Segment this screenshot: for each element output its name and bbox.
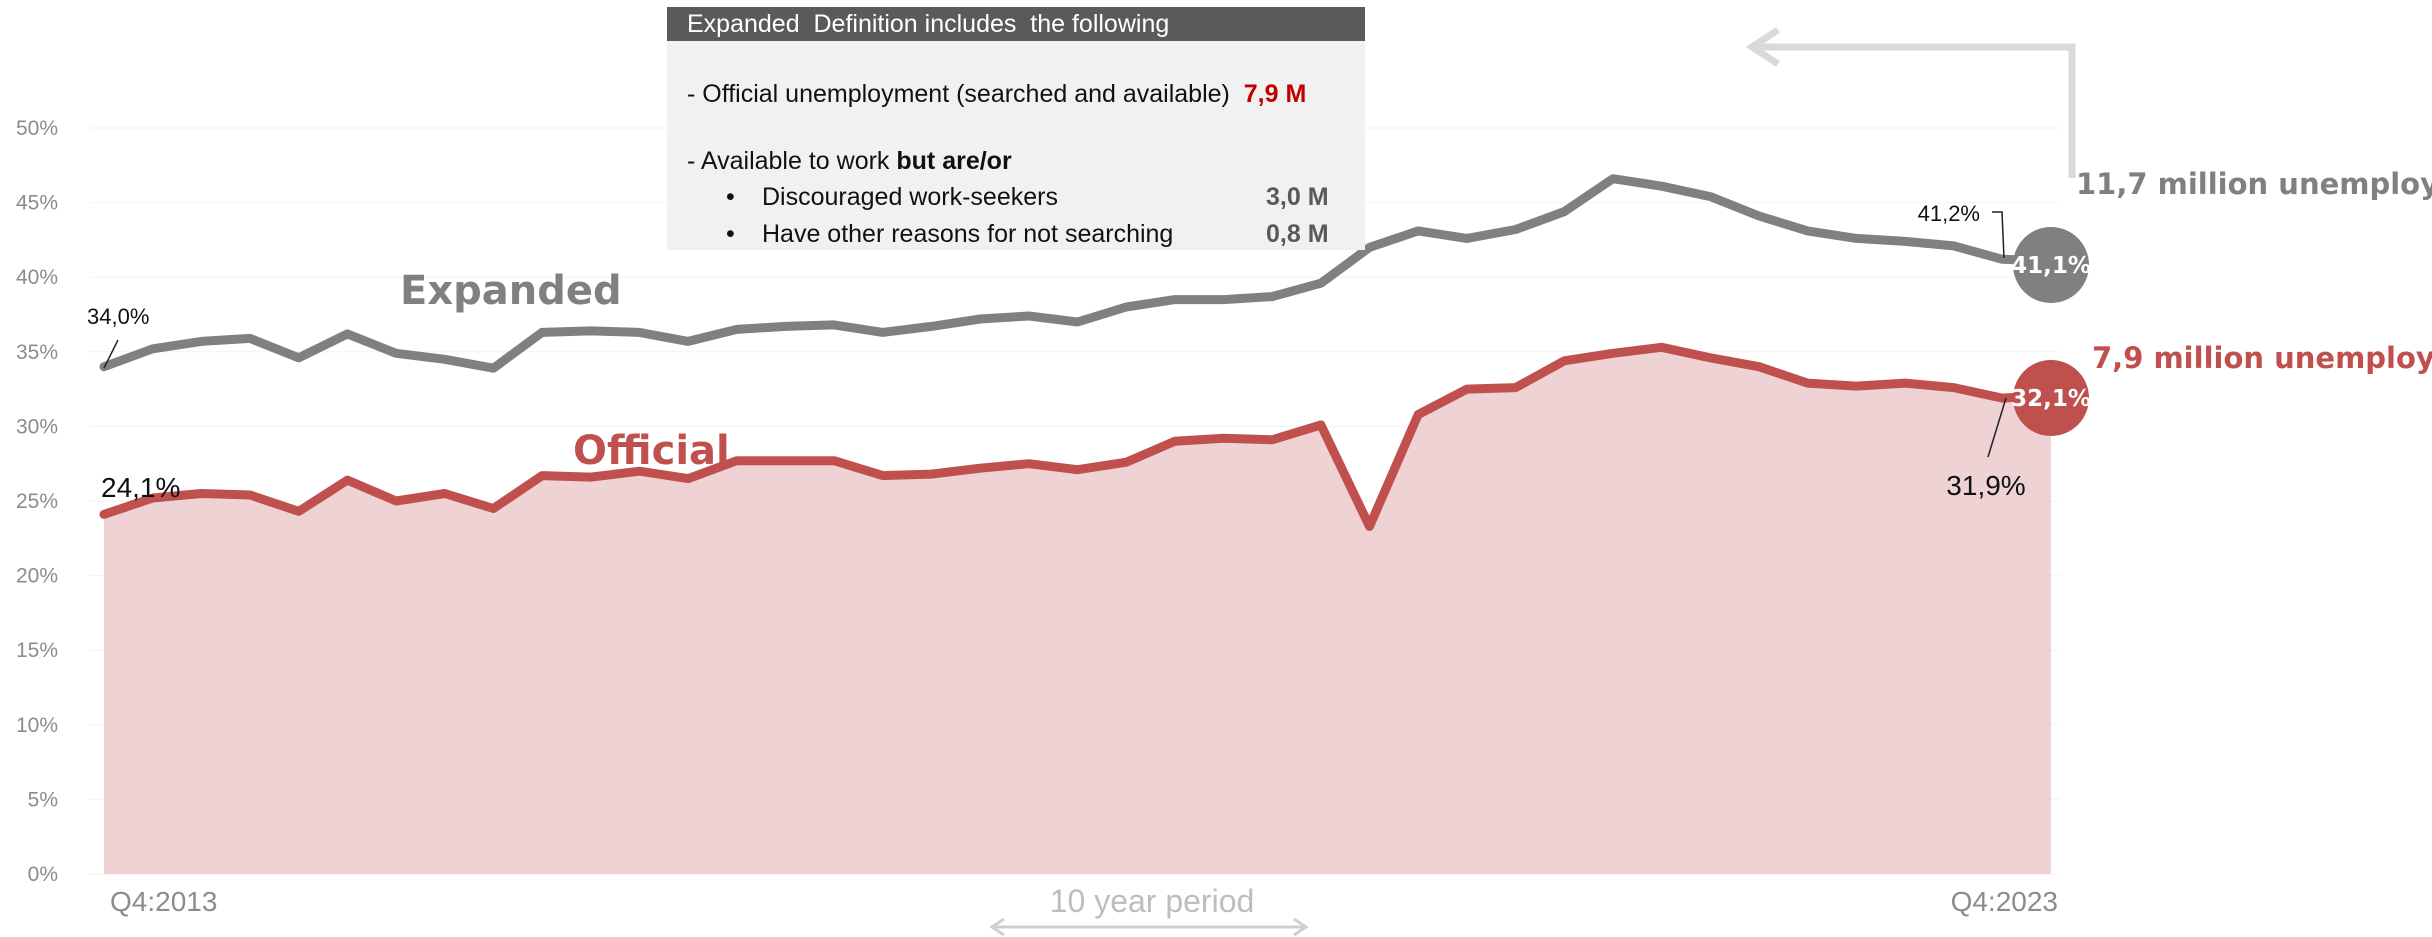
discouraged-value: 3,0 M [1266,183,1329,211]
official-series-label: Official [573,428,730,474]
expanded-note-arrow [1745,27,2076,178]
y-tick-label: 0% [28,863,58,886]
period-label: 10 year period [1050,883,1255,919]
official-series-line [99,342,2056,531]
official-callout-value: 31,9% [1946,470,2025,501]
y-tick-label: 40% [16,266,58,289]
expanded-end-note: 11,7 million unemployed [2076,167,2432,201]
expanded-series-label: Expanded [400,268,622,314]
period-arrow [989,917,1309,937]
y-tick-label: 5% [28,788,58,811]
bullet-discouraged: • [726,183,735,211]
definition-box-header: Expanded Definition includes the followi… [667,7,1365,41]
expanded-callout-leader [1992,211,2005,259]
expanded-series-line [99,174,2056,373]
definition-line-official: - Official unemployment (searched and av… [687,80,1306,109]
definition-box: Expanded Definition includes the followi… [667,7,1365,250]
official-start-value: 24,1% [101,472,180,503]
expanded-start-value: 34,0% [87,304,149,329]
official-end-note: 7,9 million unemployed [2092,341,2432,375]
official-end-bubble [2013,360,2089,436]
available-text: - Available to work [687,147,897,175]
x-end-label: Q4:2023 [1951,886,2058,917]
y-tick-label: 45% [16,192,58,215]
y-tick-label: 35% [16,341,58,364]
definition-line-available: - Available to work but are/or [687,147,1012,176]
y-tick-label: 20% [16,565,58,588]
discouraged-text: Discouraged work-seekers [762,183,1058,211]
expanded-callout-value: 41,2% [1918,201,1980,226]
official-end-bubble-label: 32,1% [2011,386,2091,412]
official-unemployment-text: - Official unemployment (searched and av… [687,80,1230,108]
available-bold-text: but are/or [896,147,1012,175]
x-start-label: Q4:2013 [110,886,217,917]
official-callout-leader [1987,397,2007,458]
y-tick-label: 50% [16,117,58,140]
expanded-end-bubble [2013,227,2089,303]
y-axis: 0% 5% 10% 15% 20% 25% 30% 35% 40% 45% 50% [16,117,58,886]
y-tick-label: 15% [16,639,58,662]
y-tick-label: 30% [16,415,58,438]
y-tick-label: 10% [16,714,58,737]
bullet-other-reasons: • [726,220,735,248]
expanded-end-bubble-label: 41,1% [2011,253,2091,279]
other-reasons-value: 0,8 M [1266,220,1329,248]
y-tick-label: 25% [16,490,58,513]
expanded-start-leader [103,339,119,369]
other-reasons-text: Have other reasons for not searching [762,220,1174,248]
official-unemployment-value: 7,9 M [1243,80,1307,108]
